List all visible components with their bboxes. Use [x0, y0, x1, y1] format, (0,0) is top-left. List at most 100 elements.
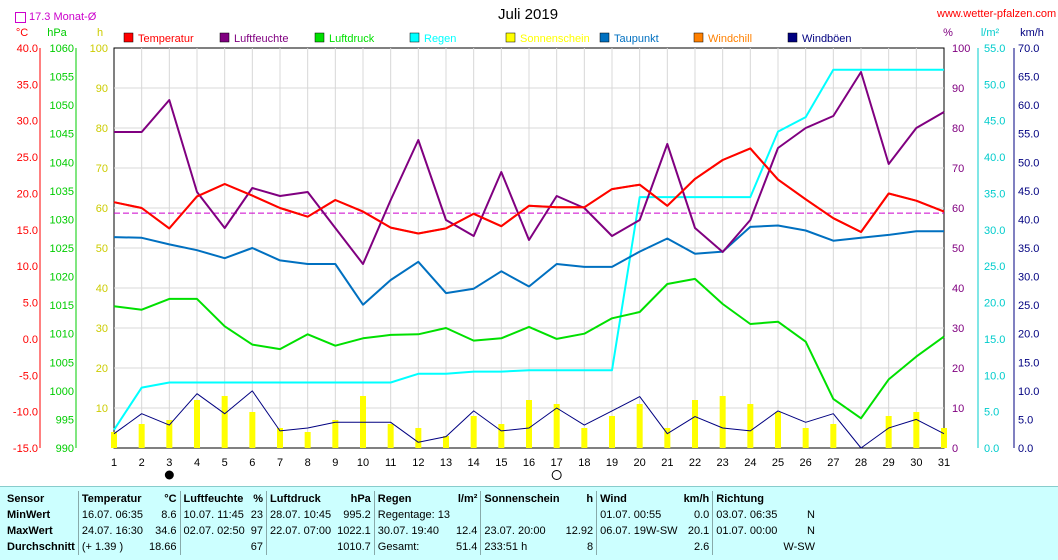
axis-tick-label-percent: 60	[952, 203, 964, 215]
sunshine-bar	[664, 428, 671, 448]
sunshine-bar	[194, 400, 200, 448]
stats-cell	[265, 539, 335, 555]
legend-label: Regen	[424, 33, 456, 45]
x-tick-label: 28	[855, 457, 867, 469]
axis-tick-label-percent: 10	[952, 403, 964, 415]
axis-tick-label-celsius: 20.0	[17, 188, 38, 200]
x-tick-label: 16	[523, 457, 535, 469]
sunshine-bar	[553, 404, 560, 448]
axis-tick-label-rain: 50.0	[984, 79, 1005, 91]
legend-swatch	[219, 32, 230, 43]
axis-tick-label-percent: 40	[952, 283, 964, 295]
site-link[interactable]: www.wetter-pfalzen.com	[937, 8, 1057, 20]
axis-tick-label-rain: 15.0	[984, 334, 1005, 346]
x-tick-label: 25	[772, 457, 784, 469]
stats-cell: 02.07. 02:50	[179, 523, 248, 539]
legend-swatch	[599, 32, 610, 43]
axis-tick-label-hpa: 1000	[50, 386, 74, 398]
sunshine-bar	[443, 436, 449, 448]
stats-cell: 12.92	[565, 525, 594, 537]
axis-tick-label-wind: 50.0	[1018, 157, 1039, 169]
sunshine-bar	[830, 424, 837, 448]
sunshine-bar	[332, 420, 339, 448]
sunshine-bar	[277, 428, 283, 448]
stats-cell: 8.6	[161, 509, 177, 521]
axis-tick-label-rain: 20.0	[984, 298, 1005, 310]
axis-tick-label-wind: 30.0	[1018, 272, 1039, 284]
axis-tick-label-percent: 50	[952, 243, 964, 255]
axis-tick-label-hpa: 990	[56, 443, 74, 455]
stats-cell: 18.66	[149, 541, 177, 553]
x-tick-label: 18	[578, 457, 590, 469]
stats-cell: 0.0	[693, 509, 710, 521]
stats-header-unit: %	[253, 493, 263, 505]
axis-tick-label-wind: 20.0	[1018, 329, 1039, 341]
stats-header-unit: °C	[164, 493, 177, 505]
series-line-temperatur	[113, 147, 945, 235]
axis-tick-label-celsius: 15.0	[17, 225, 38, 237]
axis-tick-label-hours: 40	[96, 283, 108, 295]
x-tick-label: 29	[883, 457, 895, 469]
axis-tick-label-wind: 5.0	[1018, 414, 1033, 426]
full-moon-icon	[551, 470, 562, 480]
axis-unit-percent: %	[943, 27, 953, 39]
stats-cell: 30.07. 19:40	[373, 523, 453, 539]
sunshine-bar	[470, 416, 477, 448]
x-tick-label: 4	[194, 457, 200, 469]
axis-tick-label-hpa: 1010	[50, 329, 74, 341]
axis-tick-label-rain: 45.0	[984, 116, 1005, 128]
axis-tick-label-rain: 35.0	[984, 188, 1005, 200]
axis-tick-label-percent: 0	[952, 443, 958, 455]
month-average-text: 17.3 Monat-Ø	[29, 11, 97, 23]
stats-cell: 28.07. 10:45	[265, 507, 335, 523]
sunshine-bar	[221, 396, 228, 448]
stats-cell: 23	[250, 509, 263, 521]
x-tick-label: 5	[222, 457, 228, 469]
axis-tick-label-wind: 45.0	[1018, 186, 1039, 198]
chart-title: Juli 2019	[498, 6, 559, 23]
stats-cell: 03.07. 06:35	[712, 507, 781, 523]
axis-tick-label-percent: 80	[952, 123, 964, 135]
stats-cell: 06.07. 19W-SW	[596, 523, 681, 539]
stats-header-direction: Richtung	[712, 491, 781, 507]
stats-cell: 1022.1	[337, 525, 371, 537]
legend-swatch	[787, 32, 798, 43]
x-tick-label: 17	[551, 457, 563, 469]
stats-cell	[179, 539, 248, 555]
axis-tick-label-celsius: -10.0	[13, 407, 38, 419]
legend-label: Temperatur	[138, 33, 194, 45]
axis-tick-label-percent: 100	[952, 43, 970, 55]
axis-tick-label-rain: 0.0	[984, 443, 999, 455]
series-line-taupunkt	[113, 224, 944, 306]
x-tick-label: 3	[166, 457, 172, 469]
stats-row: MinWert 16.07. 06:35 8.6 10.07. 11:45 23 28.0…	[4, 507, 818, 523]
axis-tick-label-hpa: 1040	[50, 157, 74, 169]
axis-tick-label-rain: 5.0	[984, 407, 999, 419]
axis-tick-label-wind: 10.0	[1018, 386, 1039, 398]
x-tick-label: 11	[385, 457, 396, 469]
stats-row: Durchschnitt (+ 1.39 ) 18.66 67 1010.7 Gesamt…	[4, 539, 818, 555]
legend-swatch	[314, 32, 325, 43]
axis-unit-hours: h	[97, 27, 103, 39]
stats-header-unit: h	[586, 493, 594, 505]
axis-tick-label-wind: 40.0	[1018, 214, 1039, 226]
stats-cell	[453, 507, 481, 523]
x-tick-label: 23	[717, 457, 729, 469]
axis-tick-label-wind: 60.0	[1018, 100, 1039, 112]
sunshine-bar	[249, 412, 256, 448]
x-tick-label: 7	[277, 457, 283, 469]
stats-header-unit: hPa	[350, 493, 371, 505]
stats-cell: 67	[250, 541, 263, 553]
sunshine-bar	[941, 428, 947, 448]
sunshine-bar	[885, 416, 892, 448]
month-average-label: 17.3 Monat-Ø	[15, 11, 96, 23]
x-tick-label: 27	[827, 457, 839, 469]
stats-header-row: Sensor Temperatur °C Luftfeuchte% Luftdruck h…	[4, 491, 818, 507]
sunshine-bar	[913, 412, 920, 448]
axis-tick-label-hpa: 1055	[50, 72, 74, 84]
sunshine-bar	[138, 424, 145, 448]
axis-tick-label-celsius: 0.0	[23, 334, 38, 346]
x-tick-label: 12	[412, 457, 424, 469]
stats-cell: (+ 1.39 )	[77, 539, 147, 555]
sunshine-bar	[609, 416, 615, 448]
